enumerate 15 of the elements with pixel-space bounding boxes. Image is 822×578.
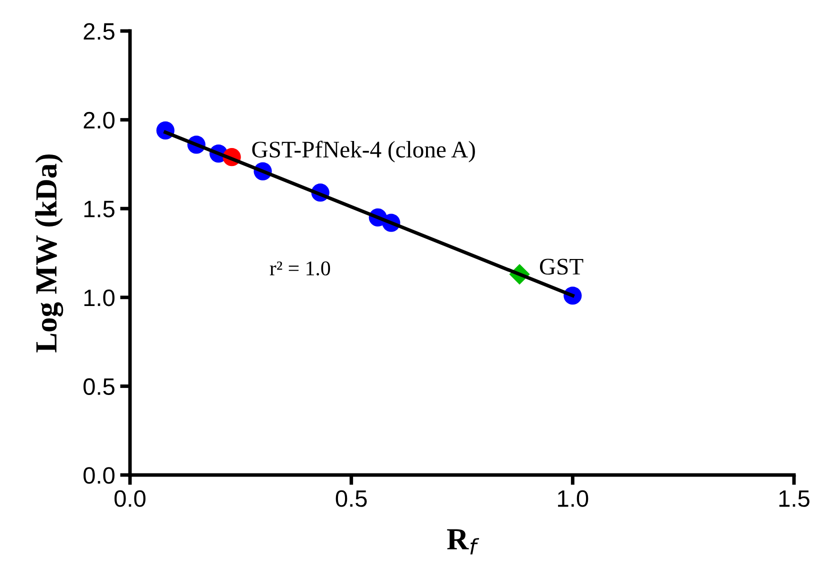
- y-tick-label: 2.5: [84, 23, 114, 40]
- x-axis-title: R$_{f}$: [447, 529, 480, 554]
- x-tick-label: 1.0: [558, 490, 588, 507]
- annotation: GST: [540, 258, 584, 275]
- y-axis-title: Log MW (kDa): [35, 154, 64, 352]
- annotation: GST-PfNek-4 (clone A): [252, 140, 475, 162]
- x-tick-label: 0.0: [114, 490, 146, 507]
- y-tick-label: 0.0: [84, 467, 114, 484]
- y-tick-label: 2.0: [84, 112, 114, 129]
- y-tick-label: 0.5: [84, 378, 114, 395]
- y-tick-label: 1.5: [84, 200, 114, 218]
- annotation: r² = 1.0: [270, 261, 330, 276]
- x-tick-label: 1.5: [779, 490, 810, 507]
- y-tick-label: 1.0: [84, 289, 114, 306]
- x-tick-label: 0.5: [336, 490, 367, 507]
